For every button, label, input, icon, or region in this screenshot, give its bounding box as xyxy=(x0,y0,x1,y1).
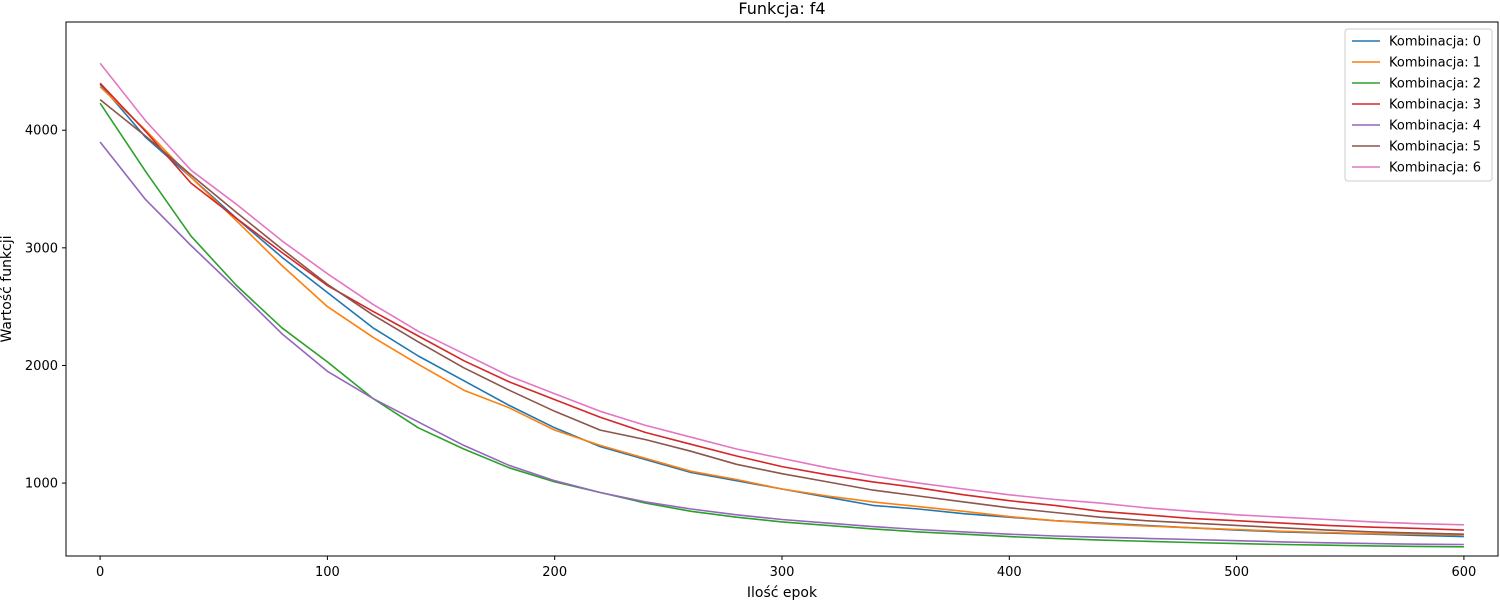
legend-label-3: Kombinacja: 3 xyxy=(1389,98,1481,113)
series-line-0 xyxy=(99,83,1464,538)
chart-title: Funkcja: f4 xyxy=(738,0,825,18)
y-tick-label: 1000 xyxy=(25,477,58,492)
legend-box xyxy=(1344,28,1493,182)
y-tick-label: 3000 xyxy=(25,241,58,256)
y-tick-label: 4000 xyxy=(25,124,58,139)
series-line-3 xyxy=(99,82,1464,531)
x-tick-label: 300 xyxy=(770,565,795,580)
y-tick-label: 2000 xyxy=(25,359,58,374)
x-tick-label: 200 xyxy=(542,565,567,580)
legend-label-0: Kombinacja: 0 xyxy=(1389,35,1481,50)
plot-area xyxy=(65,21,1499,557)
x-tick-label: 0 xyxy=(96,565,104,580)
ticks-layer: 0 100 200 300 400 500 600 1000 2000 3000 4000 xyxy=(25,124,1476,580)
series-line-4 xyxy=(99,141,1464,546)
x-tick-label: 100 xyxy=(315,565,340,580)
x-tick-label: 600 xyxy=(1451,565,1476,580)
series-line-6 xyxy=(99,62,1464,526)
legend: Kombinacja: 0 Kombinacja: 1 Kombinacja: 2 K… xyxy=(1344,28,1493,182)
legend-label-1: Kombinacja: 1 xyxy=(1389,56,1481,71)
series-line-2 xyxy=(99,102,1464,548)
legend-label-2: Kombinacja: 2 xyxy=(1389,77,1481,92)
y-axis-label: Wartość funkcji xyxy=(0,235,15,342)
series-line-1 xyxy=(99,86,1464,536)
x-tick-label: 500 xyxy=(1224,565,1249,580)
x-tick-label: 400 xyxy=(997,565,1022,580)
series-line-5 xyxy=(99,98,1464,535)
series-layer xyxy=(99,62,1464,548)
x-axis-label: Ilość epok xyxy=(747,585,818,600)
legend-label-6: Kombinacja: 6 xyxy=(1389,161,1481,176)
legend-label-5: Kombinacja: 5 xyxy=(1389,140,1481,155)
legend-label-4: Kombinacja: 4 xyxy=(1389,119,1481,134)
